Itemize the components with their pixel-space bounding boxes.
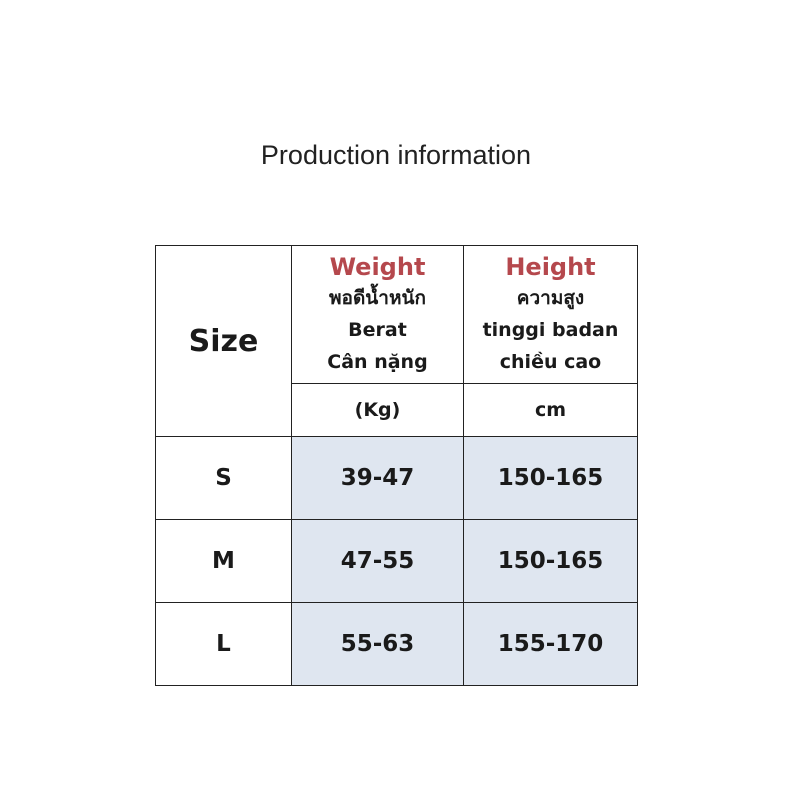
size-row: M 47-55 150-165: [155, 519, 638, 603]
unit: cm: [463, 383, 638, 437]
weight-cell: 47-55: [291, 519, 464, 603]
size-cell: L: [155, 602, 292, 686]
size-cell: M: [155, 519, 292, 603]
height-cell: 150-165: [463, 519, 638, 603]
weight-cell: 55-63: [291, 602, 464, 686]
translation: พอดีน้ำหนัก: [329, 286, 426, 309]
height-cell: 155-170: [463, 602, 638, 686]
translation: tinggi badan: [482, 318, 619, 341]
column-name: Weight: [329, 252, 426, 281]
size-table: Size Weight พอดีน้ำหนัก Berat Cân nặng H…: [155, 245, 638, 686]
unit-row: (Kg) cm: [156, 383, 638, 437]
page-title: Production information: [260, 140, 532, 170]
translation: chiều cao: [499, 350, 602, 373]
translation: Berat: [348, 318, 407, 341]
translation: ความสูง: [516, 286, 585, 309]
translation: Cân nặng: [327, 350, 428, 373]
size-row: S 39-47 150-165: [155, 436, 638, 520]
header-row: Size Weight พอดีน้ำหนัก Berat Cân nặng H…: [155, 245, 638, 437]
weight-cell: 39-47: [291, 436, 464, 520]
size-cell: S: [155, 436, 292, 520]
size-row: L 55-63 155-170: [155, 602, 638, 686]
column-header: Weight พอดีน้ำหนัก Berat Cân nặng: [291, 245, 464, 384]
unit: (Kg): [291, 383, 464, 437]
size-header: Size: [155, 245, 292, 437]
column-header: Height ความสูง tinggi badan chiều cao: [463, 245, 638, 384]
column-name: Height: [505, 252, 596, 281]
height-cell: 150-165: [463, 436, 638, 520]
